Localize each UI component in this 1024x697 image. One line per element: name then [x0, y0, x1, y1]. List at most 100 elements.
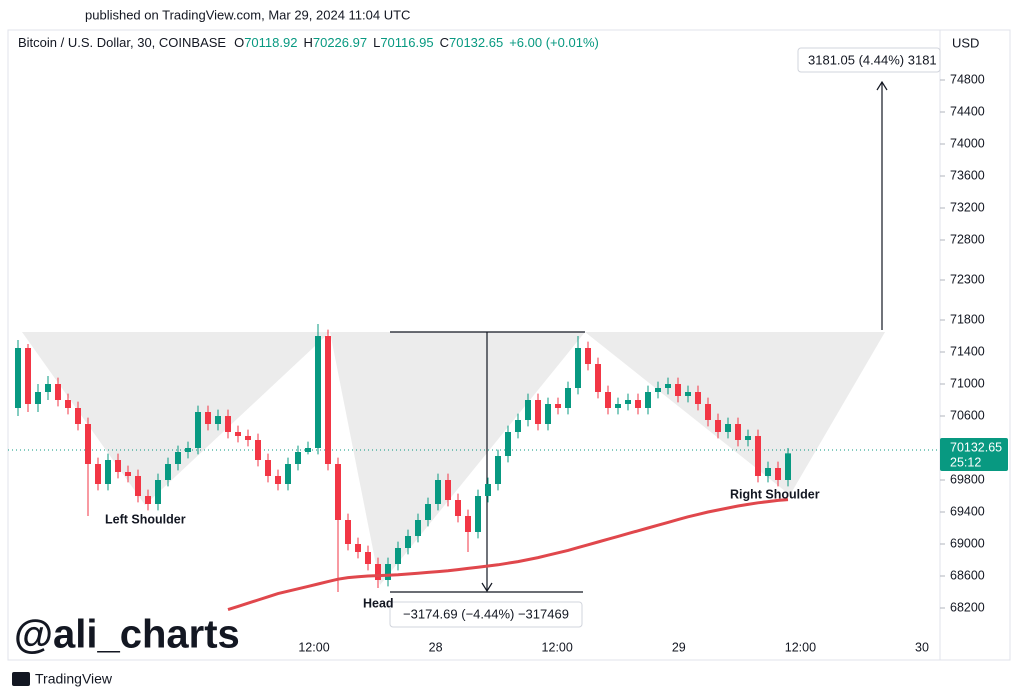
left-shoulder-shade [22, 332, 330, 505]
candle-body [215, 416, 221, 424]
candle-body [45, 384, 51, 392]
candle-body [345, 520, 351, 544]
candle-body [655, 388, 661, 392]
open-value: 70118.92 [244, 35, 297, 50]
y-tick-label: 68200 [950, 600, 985, 614]
brand-logo [12, 672, 30, 686]
candle-body [375, 564, 381, 580]
candle-body [485, 484, 491, 496]
candle-body [175, 452, 181, 464]
candle-body [775, 468, 781, 480]
candle-body [405, 536, 411, 548]
target-box [797, 47, 941, 73]
candle-body [225, 416, 231, 432]
right-shoulder-label: Right Shoulder [730, 487, 820, 501]
x-tick-label: 12:00 [298, 640, 329, 654]
depth-box [389, 601, 583, 628]
head-shade [330, 332, 585, 585]
candle-body [615, 404, 621, 408]
candle-body [495, 456, 501, 484]
x-tick-label: 12:00 [542, 640, 573, 654]
low-label: L [373, 35, 380, 50]
pattern-shapes [22, 79, 945, 609]
watermark: @ali_charts [14, 613, 240, 657]
candle-body [535, 400, 541, 424]
head-label: Head [363, 596, 394, 610]
candle-body [645, 392, 651, 408]
y-tick-label: 72800 [950, 232, 985, 246]
candle-body [675, 384, 681, 396]
candle-body [735, 424, 741, 440]
y-tick-label: 69000 [950, 536, 985, 550]
high-label: H [303, 35, 312, 50]
price-tag-countdown: 25:12 [950, 455, 981, 469]
candle-body [465, 516, 471, 532]
candle-body [135, 476, 141, 496]
candle-body [595, 364, 601, 392]
target-label: 3181.05 (4.44%) 3181 [808, 52, 937, 67]
close-value: 70132.65 [449, 35, 503, 50]
candle-body [685, 392, 691, 396]
symbol: Bitcoin / U.S. Dollar, 30, COINBASE [18, 35, 226, 50]
candle-body [145, 496, 151, 504]
candle-body [335, 464, 341, 520]
candle-body [745, 436, 751, 440]
candle-body [605, 392, 611, 408]
price-tag-value: 70132.65 [950, 440, 1002, 454]
candle-body [195, 412, 201, 448]
candle-body [65, 400, 71, 408]
candle-body [155, 480, 161, 504]
candle-body [35, 392, 41, 404]
candle-body [295, 452, 301, 464]
candle-body [365, 552, 371, 564]
y-tick-label: 72300 [950, 272, 985, 286]
candle-body [435, 480, 441, 504]
candle-body [785, 453, 791, 480]
candle-body [125, 472, 131, 476]
candle-body [585, 348, 591, 364]
x-tick-label: 29 [672, 640, 686, 654]
currency: USD [952, 35, 979, 50]
y-tick-label: 73600 [950, 168, 985, 182]
candle-body [625, 400, 631, 404]
candle-body [315, 336, 321, 448]
candle-body [205, 412, 211, 424]
candle-body [695, 392, 701, 404]
candle-body [305, 448, 311, 452]
candle-body [725, 424, 731, 432]
open-label: O [234, 35, 244, 50]
candle-body [525, 400, 531, 420]
candle-body [555, 404, 561, 408]
y-tick-label: 68600 [950, 568, 985, 582]
candle-body [545, 404, 551, 424]
right-shoulder-shade [585, 332, 885, 495]
candle-body [475, 496, 481, 532]
candle-body [255, 440, 261, 460]
candle-body [415, 520, 421, 536]
candle-body [355, 544, 361, 552]
price-tag [940, 438, 1008, 471]
brand-name: TradingView [35, 671, 113, 687]
target-clip: 3181.05 (4.44%) 3181 [808, 52, 937, 67]
high-value: 70226.97 [313, 35, 367, 50]
y-tick-label: 74400 [950, 104, 985, 118]
candle-body [665, 384, 671, 388]
candle-body [95, 464, 101, 484]
y-tick-label: 69400 [950, 504, 985, 518]
candle-body [575, 348, 581, 388]
candle-body [185, 448, 191, 452]
y-tick-label: 71800 [950, 312, 985, 326]
candle-body [25, 348, 31, 404]
candle-body [115, 460, 121, 472]
x-tick-label: 12:00 [785, 640, 816, 654]
candle-body [265, 460, 271, 476]
candle-body [235, 432, 241, 436]
y-tick-label: 73200 [950, 200, 985, 214]
candle-body [15, 348, 21, 408]
symbol-legend: Bitcoin / U.S. Dollar, 30, COINBASE O7011… [18, 35, 599, 50]
candles [15, 324, 791, 612]
y-tick-label: 70600 [950, 408, 985, 422]
candle-body [395, 548, 401, 564]
candle-body [565, 388, 571, 408]
candle-body [285, 464, 291, 484]
